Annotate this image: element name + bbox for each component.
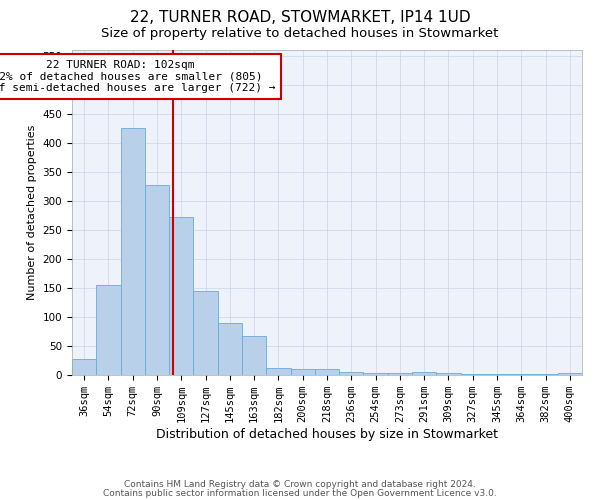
- Bar: [509, 374, 533, 375]
- Bar: [96, 285, 121, 375]
- Text: Size of property relative to detached houses in Stowmarket: Size of property relative to detached ho…: [101, 28, 499, 40]
- Bar: [485, 374, 509, 375]
- Bar: [461, 374, 485, 375]
- Bar: [145, 184, 169, 375]
- Bar: [388, 374, 412, 375]
- Bar: [533, 374, 558, 375]
- Bar: [339, 372, 364, 375]
- Bar: [436, 374, 461, 375]
- Text: Contains public sector information licensed under the Open Government Licence v3: Contains public sector information licen…: [103, 489, 497, 498]
- Y-axis label: Number of detached properties: Number of detached properties: [27, 125, 37, 300]
- X-axis label: Distribution of detached houses by size in Stowmarket: Distribution of detached houses by size …: [156, 428, 498, 441]
- Bar: [558, 372, 582, 375]
- Bar: [72, 360, 96, 375]
- Text: 22, TURNER ROAD, STOWMARKET, IP14 1UD: 22, TURNER ROAD, STOWMARKET, IP14 1UD: [130, 10, 470, 25]
- Bar: [364, 374, 388, 375]
- Bar: [242, 336, 266, 375]
- Bar: [121, 128, 145, 375]
- Bar: [169, 217, 193, 375]
- Bar: [412, 372, 436, 375]
- Text: 22 TURNER ROAD: 102sqm
← 52% of detached houses are smaller (805)
47% of semi-de: 22 TURNER ROAD: 102sqm ← 52% of detached…: [0, 60, 276, 93]
- Bar: [315, 369, 339, 375]
- Text: Contains HM Land Registry data © Crown copyright and database right 2024.: Contains HM Land Registry data © Crown c…: [124, 480, 476, 489]
- Bar: [290, 369, 315, 375]
- Bar: [218, 323, 242, 375]
- Bar: [193, 291, 218, 375]
- Bar: [266, 368, 290, 375]
